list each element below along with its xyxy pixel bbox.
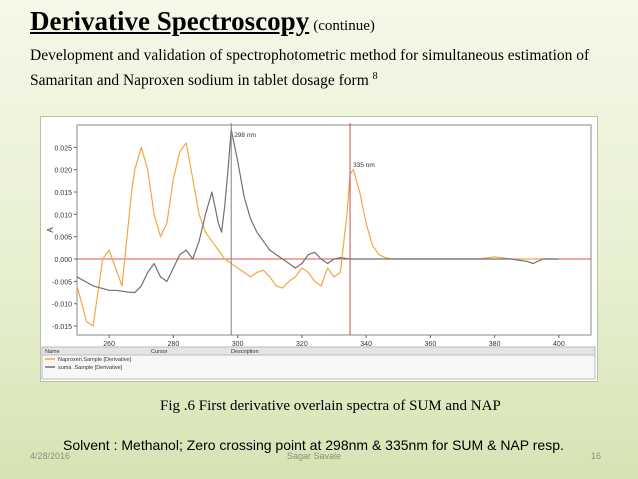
- slide-title-suffix: (continue): [313, 18, 375, 34]
- footer-date: 4/28/2016: [30, 451, 71, 461]
- cursor-label: 335 nm: [353, 162, 375, 169]
- y-tick-label: 0.010: [54, 212, 72, 219]
- y-axis-label: A: [46, 227, 55, 233]
- cursor-label: 298 nm: [234, 132, 256, 139]
- x-tick-label: 320: [296, 341, 308, 348]
- y-tick-label: 0.000: [54, 257, 72, 264]
- y-tick-label: -0.015: [52, 324, 72, 331]
- legend-entry: Naproxen.Sample [Derivative]: [58, 357, 132, 363]
- legend-header-row: [41, 346, 596, 356]
- legend-entry: suma .Sample [Derivative]: [58, 365, 123, 371]
- y-tick-label: -0.010: [52, 302, 72, 309]
- x-tick-label: 280: [168, 341, 180, 348]
- legend-header-name: Name: [45, 349, 60, 355]
- solvent-note: Solvent : Methanol; Zero crossing point …: [63, 437, 564, 453]
- x-tick-label: 340: [360, 341, 372, 348]
- x-tick-label: 380: [489, 341, 501, 348]
- x-tick-label: 360: [425, 341, 437, 348]
- x-tick-label: 300: [232, 341, 244, 348]
- spectra-chart: -0.015 -0.010 -0.005 0.000 0.005 0.010 0.015 0.…: [41, 123, 596, 380]
- y-tick-label: 0.025: [54, 145, 72, 152]
- footer-author: Sagar Savale: [287, 451, 342, 461]
- y-tick-label: 0.005: [54, 235, 72, 242]
- slide-subtitle-ref: 8: [372, 71, 378, 82]
- spectra-figure: -0.015 -0.010 -0.005 0.000 0.005 0.010 0.015 0.…: [40, 116, 598, 382]
- legend-header-cursor: Cursor: [151, 349, 168, 355]
- x-tick-label: 260: [103, 341, 115, 348]
- legend-header-description: Description: [231, 349, 259, 355]
- series-line-suma: [76, 128, 559, 294]
- figure-caption: Fig .6 First derivative overlain spectra…: [160, 398, 501, 414]
- y-tick-label: -0.005: [52, 279, 72, 286]
- plot-area: [76, 124, 592, 336]
- slide-title: Derivative Spectroscopy (continue): [30, 6, 375, 37]
- slide-title-text: Derivative Spectroscopy: [30, 6, 310, 36]
- y-tick-label: 0.015: [54, 190, 72, 197]
- slide-subtitle: Development and validation of spectropho…: [30, 45, 630, 91]
- x-tick-label: 400: [553, 341, 565, 348]
- footer-page-number: 16: [591, 451, 602, 461]
- y-tick-label: 0.020: [54, 168, 72, 175]
- slide-subtitle-text: Development and validation of spectropho…: [30, 47, 590, 90]
